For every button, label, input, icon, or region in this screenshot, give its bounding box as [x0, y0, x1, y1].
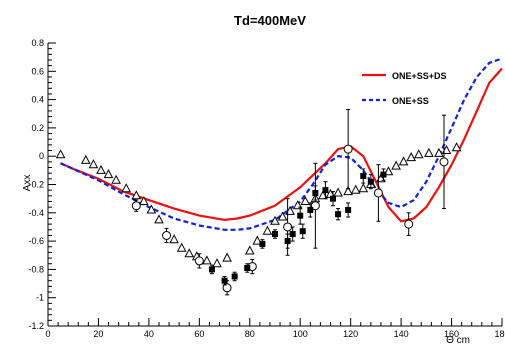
data-point-triangle: [451, 142, 462, 152]
data-point-circle: [404, 219, 414, 229]
data-point-triangle: [358, 183, 369, 193]
x-axis-title: Θ cm: [446, 335, 470, 346]
data-point-square: [272, 231, 278, 238]
y-tick-label: -0.2: [28, 180, 44, 190]
plot-area: -1.2 -1 -0.8 -0.6 -0.4 -0.2 0 0.2 0.4 0.6 0.8 0 20 40…: [28, 38, 505, 339]
y-tick-label: 0.8: [31, 38, 44, 48]
y-tick-label: -0.4: [28, 208, 44, 218]
data-point-triangle: [103, 169, 114, 179]
data-point-triangle: [184, 248, 195, 258]
data-point-triangle: [441, 144, 452, 154]
y-tick-label: 0.6: [31, 66, 44, 76]
data-point-square: [307, 206, 314, 213]
data-point-triangle: [318, 190, 328, 200]
y-tick-label: 0: [39, 151, 44, 161]
data-point-circle: [310, 201, 320, 211]
data-point-triangle: [413, 149, 424, 159]
data-point-square: [367, 178, 374, 185]
y-tick-label: -0.8: [28, 264, 44, 274]
chart-title: Td=400MeV: [234, 13, 306, 28]
data-point-square: [330, 195, 337, 202]
data-point-triangle: [398, 156, 409, 166]
data-point-square: [284, 238, 291, 245]
data-point-triangle: [262, 225, 273, 235]
data-point-triangle: [55, 149, 66, 159]
series-line-one-ss: [60, 57, 503, 231]
data-point-square: [299, 228, 306, 235]
data-point-triangle: [270, 215, 280, 225]
data-point-square: [259, 240, 266, 247]
data-point-triangle: [252, 235, 263, 245]
legend-label-one-ss-ds: ONE+SS+DS: [392, 71, 447, 81]
data-point-triangle: [176, 242, 187, 252]
y-tick-label: -0.6: [28, 236, 44, 246]
x-tick-label: 100: [293, 329, 308, 339]
x-tick-label: 180: [494, 329, 505, 339]
data-point-circle: [343, 144, 353, 154]
data-point-triangle: [350, 184, 361, 194]
data-point-triangle: [146, 204, 157, 214]
data-point-triangle: [96, 164, 106, 174]
data-point-circle: [162, 230, 172, 240]
x-tick-label: 80: [245, 329, 255, 339]
data-point-triangle: [80, 154, 91, 164]
data-point-square: [231, 273, 238, 280]
data-point-triangle: [138, 195, 149, 205]
data-point-square: [345, 206, 352, 213]
data-point-triangle: [88, 159, 99, 169]
data-point-triangle: [212, 258, 222, 268]
x-tick-label: 140: [394, 329, 409, 339]
data-point-triangle: [121, 183, 132, 193]
data-point-square: [335, 211, 342, 218]
x-tick-label: 0: [45, 329, 50, 339]
data-point-triangle: [277, 211, 288, 221]
data-point-triangle: [300, 195, 311, 205]
data-point-square: [244, 264, 251, 271]
data-point-triangle: [111, 174, 121, 184]
data-point-triangle: [131, 190, 142, 200]
data-point-circle: [222, 283, 232, 293]
data-point-triangle: [343, 186, 353, 196]
data-point-triangle: [333, 187, 343, 197]
data-point-square: [221, 277, 228, 284]
data-point-circle: [283, 222, 293, 232]
data-point-circle: [194, 256, 204, 266]
y-tick-label: -1.2: [28, 321, 44, 331]
data-point-triangle: [169, 234, 179, 244]
data-point-triangle: [391, 160, 401, 170]
y-tick-label: -1: [36, 293, 44, 303]
data-point-square: [312, 189, 319, 196]
data-point-circle: [439, 157, 449, 167]
data-point-triangle: [406, 152, 417, 162]
data-point-triangle: [424, 147, 434, 157]
data-point-square: [380, 171, 387, 178]
data-point-circle: [373, 188, 383, 198]
data-point-triangle: [202, 255, 212, 265]
data-point-square: [297, 212, 304, 219]
data-point-triangle: [434, 147, 444, 157]
data-point-square: [208, 266, 215, 273]
x-tick-label: 40: [144, 329, 154, 339]
data-point-circle: [131, 201, 141, 211]
data-point-triangle: [154, 214, 164, 224]
x-tick-label: 60: [194, 329, 204, 339]
data-point-square: [322, 187, 329, 194]
data-point-triangle: [244, 245, 255, 255]
data-point-square: [360, 173, 367, 180]
legend: ONE+SS+DS ONE+SS: [362, 71, 447, 106]
y-axis-title: Axx: [22, 175, 33, 192]
x-tick-label: 160: [444, 329, 459, 339]
data-point-triangle: [222, 252, 232, 262]
x-tick-label: 20: [93, 329, 103, 339]
x-tick-label: 120: [343, 329, 358, 339]
y-tick-label: 0.4: [31, 95, 44, 105]
series-line-one-ss-ds: [60, 67, 503, 223]
data-point-triangle: [383, 166, 394, 176]
legend-label-one-ss: ONE+SS: [392, 96, 429, 106]
y-tick-label: 0.2: [31, 123, 44, 133]
data-point-square: [289, 231, 296, 238]
